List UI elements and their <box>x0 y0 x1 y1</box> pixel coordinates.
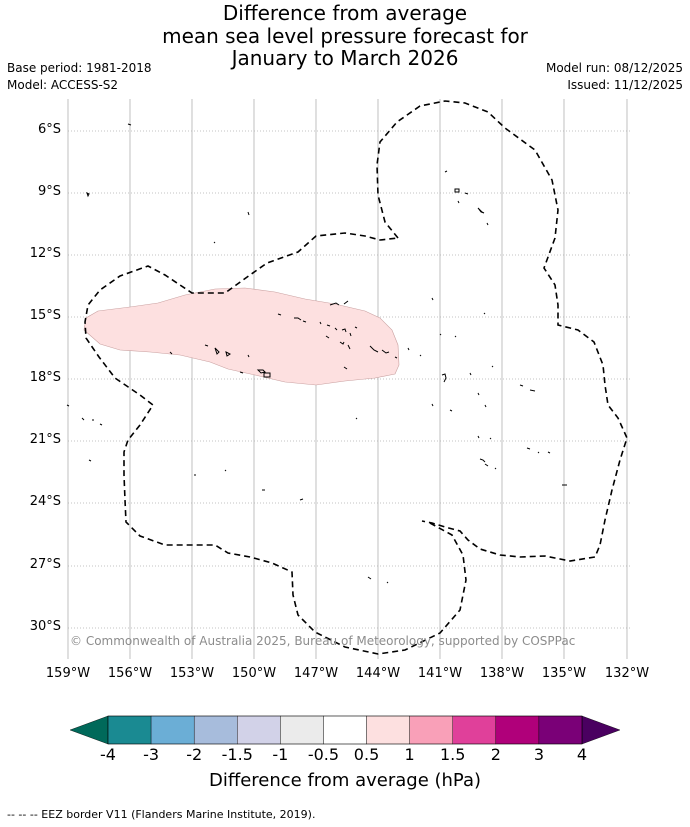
lat-label: 21°S <box>29 432 61 447</box>
colorbar <box>69 715 621 745</box>
model-run: Model run: 08/12/2025 <box>545 61 683 75</box>
lon-label: 138°W <box>479 666 525 681</box>
colorbar-tick-label: -0.5 <box>307 745 340 764</box>
meta-left: Base period: 1981-2018 Model: ACCESS-S2 <box>7 60 152 94</box>
meta-right: Model run: 08/12/2025 Issued: 11/12/2025 <box>546 60 683 94</box>
colorbar-tick-label: 1.5 <box>439 745 466 764</box>
colorbar-label: Difference from average (hPa) <box>208 770 482 791</box>
colorbar-tick-label: 0.5 <box>353 745 380 764</box>
anomaly-region <box>83 287 400 386</box>
colorbar-tick-label: -3 <box>143 745 160 764</box>
lat-label: 6°S <box>37 122 61 137</box>
colorbar-tick-label: -1 <box>272 745 289 764</box>
lat-label: 9°S <box>37 184 61 199</box>
lon-label: 141°W <box>417 666 463 681</box>
islands <box>66 123 567 584</box>
lat-label: 15°S <box>29 308 61 323</box>
colorbar-tick-label: -1.5 <box>221 745 253 764</box>
title-line-1: Difference from average <box>222 1 468 25</box>
colorbar-segment <box>107 715 152 745</box>
lon-label: 156°W <box>107 666 153 681</box>
issued-date: Issued: 11/12/2025 <box>567 78 683 92</box>
colorbar-tick-label: 2 <box>490 745 501 764</box>
colorbar-tick-label: -4 <box>100 745 116 764</box>
lon-label: 144°W <box>355 666 401 681</box>
lat-label: 24°S <box>29 494 61 509</box>
colorbar-tick-label: 3 <box>533 745 544 764</box>
colorbar-tick-label: 4 <box>576 745 588 764</box>
lon-label: 147°W <box>293 666 339 681</box>
lon-label: 153°W <box>169 666 215 681</box>
base-period: Base period: 1981-2018 <box>7 61 152 75</box>
colorbar-segment <box>193 715 238 745</box>
model-name: Model: ACCESS-S2 <box>7 78 119 92</box>
colorbar-segment <box>366 715 410 745</box>
lat-gridlines <box>68 130 630 629</box>
colorbar-segment <box>323 715 367 745</box>
colorbar-segment <box>237 715 281 745</box>
lon-label: 132°W <box>604 666 650 681</box>
title-line-3: January to March 2026 <box>231 46 459 70</box>
title-line-2: mean sea level pressure forecast for <box>162 23 528 48</box>
colorbar-segment <box>452 715 497 745</box>
colorbar-segment <box>150 715 195 745</box>
colorbar-segment <box>280 715 324 745</box>
lon-label: 135°W <box>541 666 587 681</box>
lon-label: 159°W <box>45 666 91 681</box>
copyright-notice: © Commonwealth of Australia 2025, Bureau… <box>70 634 576 648</box>
lon-label: 150°W <box>231 666 277 681</box>
colorbar-segment <box>495 715 540 745</box>
lat-label: 27°S <box>29 557 61 572</box>
lat-label: 12°S <box>29 246 61 261</box>
colorbar-under-arrow <box>69 715 109 745</box>
lat-label: 18°S <box>29 370 61 385</box>
colorbar-segment <box>538 715 583 745</box>
colorbar-segment <box>409 715 453 745</box>
lat-label: 30°S <box>29 619 61 634</box>
colorbar-tick-label: 1 <box>404 745 415 764</box>
colorbar-over-arrow <box>581 715 621 745</box>
colorbar-tick-label: -2 <box>186 745 203 764</box>
eez-legend: -- -- -- EEZ border V11 (Flanders Marine… <box>7 808 316 821</box>
chart-title: Difference from average mean sea level p… <box>0 2 690 70</box>
eez-border-south <box>84 232 467 655</box>
eez-border <box>376 100 628 562</box>
